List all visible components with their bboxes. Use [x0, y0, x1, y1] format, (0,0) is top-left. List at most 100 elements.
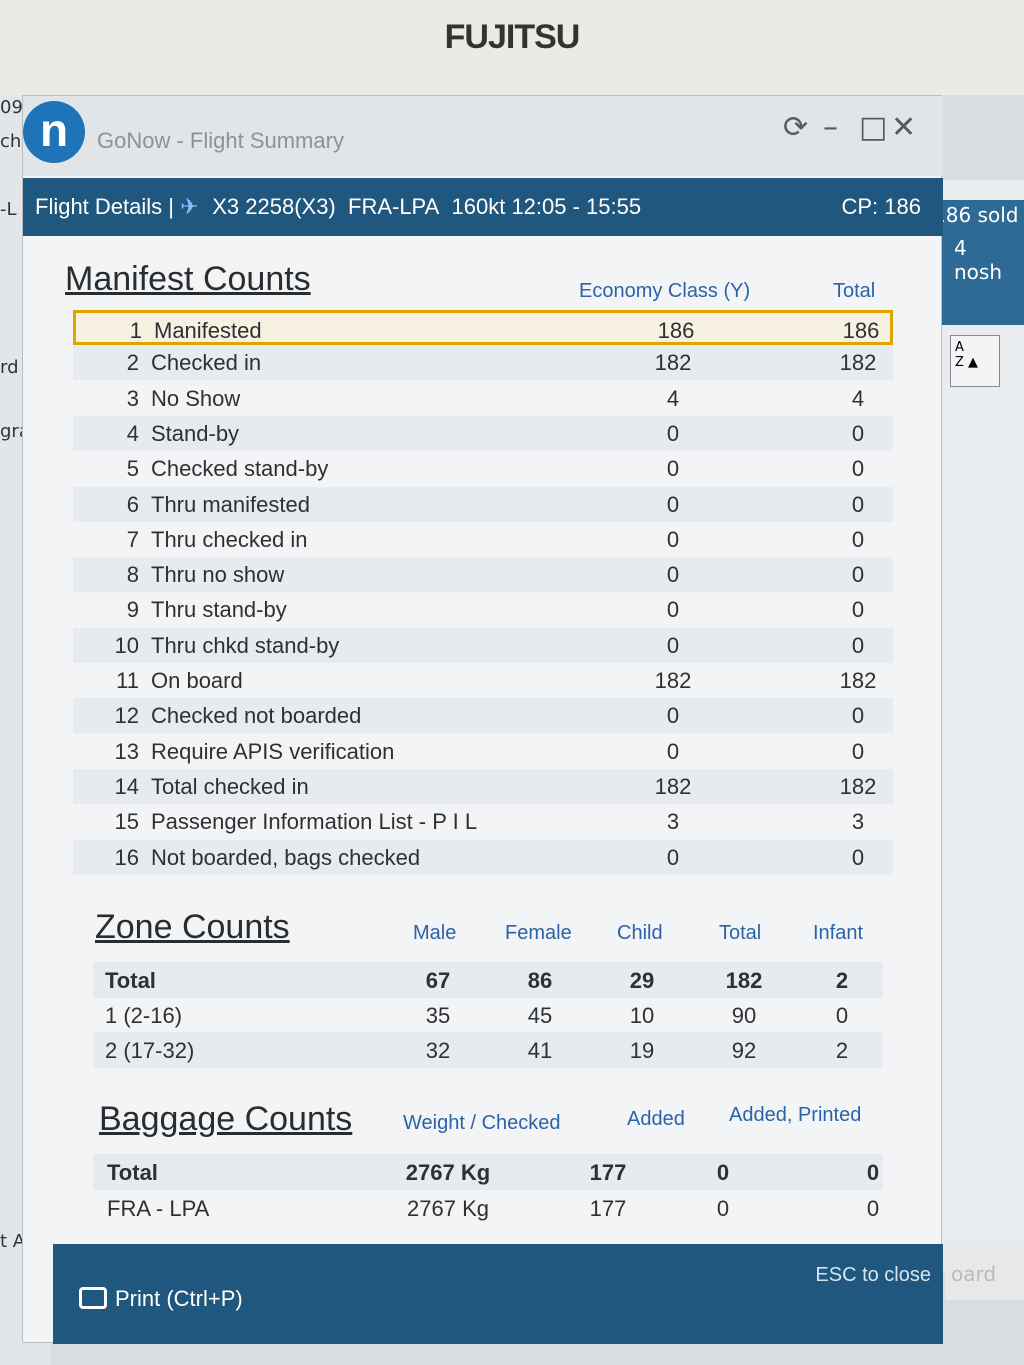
zone-infant-value: 2: [835, 968, 849, 993]
restore-icon[interactable]: ⟳: [783, 110, 809, 145]
economy-value: 182: [654, 668, 692, 693]
baggage-row: FRA - LPA 2767 Kg 177 0 0: [93, 1190, 883, 1226]
manifest-row[interactable]: 15 Passenger Information List - P I L 3 3: [73, 804, 893, 839]
maximize-button[interactable]: □: [859, 110, 888, 145]
num: 7: [126, 526, 139, 552]
zone-child-value: 29: [629, 968, 655, 993]
bg-text: rd: [0, 357, 19, 378]
manifest-row[interactable]: 12 Checked not boarded 0 0: [73, 698, 893, 734]
zone-col-female: Female: [505, 922, 572, 944]
manifest-row[interactable]: 1 Manifested 186 186: [73, 310, 893, 345]
manifest-row[interactable]: 10 Thru chkd stand-by 0 0: [73, 627, 893, 663]
header-section: Flight Details |: [35, 194, 174, 219]
num: 12: [114, 703, 139, 729]
total-value: 0: [851, 491, 865, 517]
baggage-weight-value: 2767 Kg: [405, 1160, 491, 1185]
bag-col-weight: Weight / Checked: [403, 1112, 561, 1134]
flight-summary-window: n GoNow - Flight Summary ⟳ – □ ✕ Flight …: [22, 95, 943, 1344]
manifest-row[interactable]: 9 Thru stand-by 0 0: [73, 592, 893, 627]
title-bar[interactable]: n GoNow - Flight Summary ⟳ – □ ✕: [23, 96, 943, 176]
row-label: Checked not boarded: [151, 703, 362, 729]
row-label: Require APIS verification: [151, 738, 395, 764]
flight-route: FRA-LPA: [348, 194, 440, 219]
row-label: No Show: [151, 385, 241, 411]
total-value: 4: [851, 385, 865, 411]
bg-text: 09: [0, 97, 23, 118]
board-button[interactable]: oard: [945, 1240, 1024, 1300]
noshow-count: 4 nosh: [930, 230, 1024, 325]
printer-icon: [79, 1287, 107, 1309]
monitor-brand: FUJITSU: [444, 18, 581, 56]
baggage-added-printed-value: 0: [866, 1196, 880, 1221]
economy-value: 0: [666, 632, 680, 658]
footer-bar: [53, 1244, 943, 1344]
manifest-row[interactable]: 2 Checked in 182 182: [73, 345, 893, 381]
num: 14: [114, 773, 139, 799]
total-value: 0: [851, 562, 865, 588]
num: 1: [129, 318, 142, 343]
bag-col-added-printed: Added, Printed: [729, 1104, 862, 1126]
zone-infant-value: 2: [835, 1038, 849, 1063]
economy-value: 0: [666, 526, 680, 552]
zone-col-total: Total: [719, 922, 762, 944]
manifest-row[interactable]: 5 Checked stand-by 0 0: [73, 451, 893, 486]
print-button[interactable]: Print (Ctrl+P): [79, 1286, 243, 1312]
minimize-button[interactable]: –: [823, 110, 838, 145]
baggage-row: Total 2767 Kg 177 0 0: [93, 1154, 883, 1190]
economy-value: 0: [666, 703, 680, 729]
manifest-row[interactable]: 14 Total checked in 182 182: [73, 768, 893, 804]
zone-label: 1 (2-16): [105, 1003, 183, 1028]
zone-row: 2 (17-32) 32 41 19 92 2: [93, 1032, 883, 1068]
manifest-row[interactable]: 13 Require APIS verification 0 0: [73, 734, 893, 769]
zone-col-infant: Infant: [813, 922, 864, 944]
baggage-checked-value: 177: [589, 1196, 627, 1221]
row-label: Checked in: [151, 350, 262, 376]
zone-row: 1 (2-16) 35 45 10 90 0: [93, 997, 883, 1033]
esc-close-hint[interactable]: ESC to close: [815, 1264, 931, 1286]
row-label: Manifested: [154, 318, 262, 343]
economy-value: 0: [666, 844, 680, 870]
economy-value: 4: [666, 385, 680, 411]
num: 13: [114, 738, 139, 764]
total-value: 0: [851, 597, 865, 623]
airline-plane-icon: ✈: [180, 194, 199, 219]
num: 4: [126, 420, 139, 446]
total-value: 0: [851, 632, 865, 658]
manifest-row[interactable]: 3 No Show 4 4: [73, 381, 893, 416]
zone-col-male: Male: [413, 922, 457, 944]
zone-female-value: 41: [527, 1038, 553, 1063]
zone-infant-value: 0: [835, 1003, 849, 1028]
total-value: 186: [842, 318, 880, 343]
economy-value: 182: [654, 350, 692, 376]
close-button[interactable]: ✕: [891, 110, 917, 145]
num: 9: [126, 597, 139, 623]
num: 10: [114, 632, 139, 658]
total-value: 0: [851, 703, 865, 729]
num: 2: [126, 350, 139, 376]
sort-az-button[interactable]: A Z ▲: [950, 335, 1000, 387]
sort-label: A Z: [955, 340, 964, 370]
manifest-row[interactable]: 11 On board 182 182: [73, 663, 893, 698]
bg-text: ch: [0, 131, 22, 152]
zone-male-value: 32: [425, 1038, 451, 1063]
flight-times: 160kt 12:05 - 15:55: [451, 194, 642, 219]
manifest-row[interactable]: 16 Not boarded, bags checked 0 0: [73, 839, 893, 875]
zone-total-value: 182: [725, 968, 763, 993]
zone-male-value: 35: [425, 1003, 451, 1028]
baggage-checked-value: 177: [589, 1160, 627, 1185]
economy-value: 0: [666, 491, 680, 517]
total-value: 0: [851, 526, 865, 552]
zone-label: 2 (17-32): [105, 1038, 195, 1063]
zone-male-value: 67: [425, 968, 451, 993]
zone-female-value: 45: [527, 1003, 553, 1028]
manifest-row[interactable]: 4 Stand-by 0 0: [73, 415, 893, 451]
baggage-added-printed-value: 0: [866, 1160, 880, 1185]
manifest-row[interactable]: 6 Thru manifested 0 0: [73, 486, 893, 522]
baggage-title: Baggage Counts: [99, 1100, 353, 1138]
manifest-row[interactable]: 7 Thru checked in 0 0: [73, 522, 893, 557]
manifest-row[interactable]: 8 Thru no show 0 0: [73, 557, 893, 593]
col-total: Total: [833, 280, 876, 302]
zone-label: Total: [105, 968, 156, 993]
economy-value: 0: [666, 597, 680, 623]
flight-header: Flight Details | ✈ X3 2258(X3) FRA-LPA 1…: [23, 178, 943, 236]
